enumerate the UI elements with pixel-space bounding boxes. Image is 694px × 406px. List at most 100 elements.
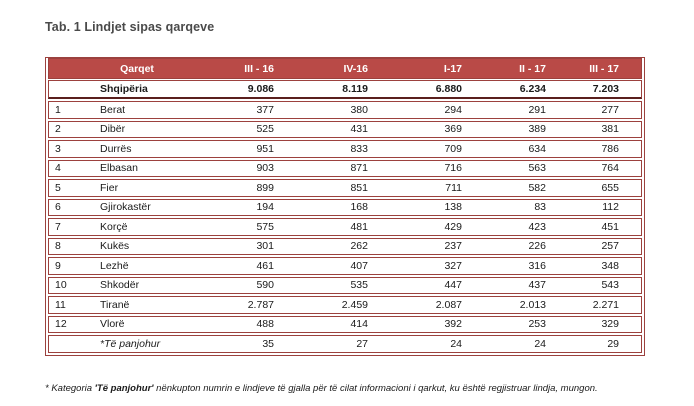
table-row: 3 Durrës 951 833 709 634 786 <box>48 140 642 158</box>
row-index: 7 <box>55 220 61 233</box>
row-value: 590 <box>256 279 274 292</box>
row-value: 407 <box>350 259 368 272</box>
table-row: 5 Fier 899 851 711 582 655 <box>48 179 642 197</box>
row-value: 535 <box>350 279 368 292</box>
header-cell-i-17: I-17 <box>443 62 462 75</box>
unknown-row-value: 35 <box>262 337 274 350</box>
row-value: 461 <box>256 259 274 272</box>
row-value: 83 <box>534 201 546 214</box>
row-value: 168 <box>350 201 368 214</box>
row-value: 327 <box>444 259 462 272</box>
row-value: 237 <box>444 240 462 253</box>
row-value: 277 <box>601 103 619 116</box>
table-body: 1 Berat 377 380 294 291 277 2 Dibër 525 … <box>48 101 642 333</box>
row-value: 709 <box>444 142 462 155</box>
row-value: 951 <box>256 142 274 155</box>
row-value: 389 <box>528 123 546 136</box>
unknown-row-value: 24 <box>450 337 462 350</box>
row-index: 12 <box>55 318 67 331</box>
row-value: 655 <box>601 181 619 194</box>
table-row: 10 Shkodër 590 535 447 437 543 <box>48 276 642 294</box>
county-name: Kukës <box>100 240 130 253</box>
table-row: 11 Tiranë 2.787 2.459 2.087 2.013 2.271 <box>48 296 642 314</box>
row-index: 6 <box>55 201 61 214</box>
header-cell-iv-16: IV-16 <box>343 62 368 75</box>
row-value: 2.787 <box>247 298 274 311</box>
total-row-shqiperia: Shqipëria 9.086 8.119 6.880 6.234 7.203 <box>48 80 642 99</box>
row-value: 2.087 <box>435 298 462 311</box>
row-value: 138 <box>444 201 462 214</box>
row-value: 711 <box>445 181 462 194</box>
row-value: 291 <box>528 103 546 116</box>
row-value: 294 <box>444 103 462 116</box>
row-value: 194 <box>256 201 274 214</box>
total-row-value: 7.203 <box>592 83 619 95</box>
table-row: 9 Lezhë 461 407 327 316 348 <box>48 257 642 275</box>
row-index: 10 <box>55 279 67 292</box>
row-index: 3 <box>55 142 61 155</box>
header-cell-iii-17: III - 17 <box>589 62 619 75</box>
row-value: 851 <box>350 181 368 194</box>
total-row-value: 8.119 <box>342 83 368 95</box>
row-value: 833 <box>350 142 368 155</box>
total-row-value: 6.880 <box>435 83 462 95</box>
row-value: 2.459 <box>341 298 368 311</box>
county-name: Gjirokastër <box>100 201 151 214</box>
unknown-row-value: 24 <box>534 337 546 350</box>
row-value: 329 <box>601 318 619 331</box>
row-index: 8 <box>55 240 61 253</box>
row-value: 451 <box>601 220 619 233</box>
row-value: 437 <box>528 279 546 292</box>
county-name: Elbasan <box>100 162 138 175</box>
row-value: 786 <box>601 142 619 155</box>
row-index: 9 <box>55 259 61 272</box>
table-row: 6 Gjirokastër 194 168 138 83 112 <box>48 198 642 216</box>
table-footnote: * Kategoria 'Të panjohur' nënkupton numr… <box>45 383 598 394</box>
row-value: 414 <box>350 318 368 331</box>
row-value: 112 <box>602 201 619 214</box>
county-name: Lezhë <box>100 259 129 272</box>
row-value: 2.271 <box>592 298 619 311</box>
row-value: 871 <box>350 162 368 175</box>
table-row: 12 Vlorë 488 414 392 253 329 <box>48 315 642 333</box>
unknown-row-value: 29 <box>607 337 619 350</box>
row-index: 1 <box>55 103 61 116</box>
header-cell-iii-16: III - 16 <box>244 62 274 75</box>
row-index: 5 <box>55 181 61 194</box>
row-value: 380 <box>350 103 368 116</box>
county-name: Durrës <box>100 142 132 155</box>
row-value: 392 <box>444 318 462 331</box>
county-name: Vlorë <box>100 318 125 331</box>
header-cell-ii-17: II - 17 <box>519 62 546 75</box>
row-value: 431 <box>350 123 368 136</box>
row-value: 525 <box>256 123 274 136</box>
footnote-prefix: * Kategoria <box>45 383 95 394</box>
table-row: 2 Dibër 525 431 369 389 381 <box>48 120 642 138</box>
unknown-row-value: 27 <box>356 337 368 350</box>
row-value: 377 <box>256 103 274 116</box>
row-value: 481 <box>350 220 368 233</box>
row-value: 316 <box>528 259 546 272</box>
total-row-value: 6.234 <box>519 83 546 95</box>
table-row: 1 Berat 377 380 294 291 277 <box>48 101 642 119</box>
row-value: 899 <box>256 181 274 194</box>
row-value: 903 <box>256 162 274 175</box>
row-index: 11 <box>55 298 66 311</box>
row-index: 2 <box>55 123 61 136</box>
row-value: 369 <box>444 123 462 136</box>
county-name: Korçë <box>100 220 128 233</box>
county-name: Berat <box>100 103 126 116</box>
table-row: 8 Kukës 301 262 237 226 257 <box>48 237 642 255</box>
row-value: 348 <box>601 259 619 272</box>
row-value: 262 <box>350 240 368 253</box>
county-name: Shkodër <box>100 279 140 292</box>
row-value: 423 <box>528 220 546 233</box>
header-cell-qarqet: Qarqet <box>120 62 154 75</box>
row-value: 301 <box>256 240 274 253</box>
county-name: Dibër <box>100 123 126 136</box>
footnote-suffix: nënkupton numrin e lindjeve të gjalla pë… <box>153 383 598 394</box>
county-name: Fier <box>100 181 119 194</box>
row-value: 543 <box>601 279 619 292</box>
table-row: 7 Korçë 575 481 429 423 451 <box>48 218 642 236</box>
unknown-row: *Të panjohur 35 27 24 24 29 <box>48 335 642 353</box>
